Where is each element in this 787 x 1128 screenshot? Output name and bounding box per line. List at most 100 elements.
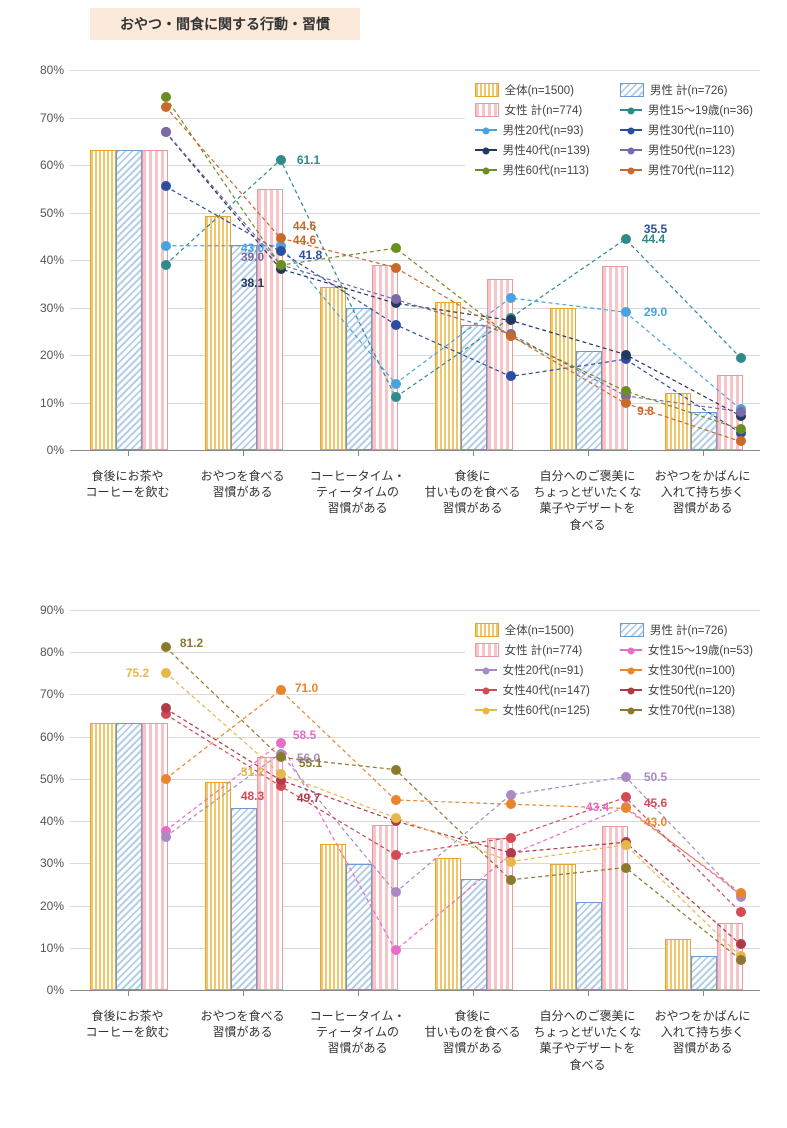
marker-f15	[276, 738, 286, 748]
bar-overall	[550, 308, 576, 450]
data-label: 50.5	[644, 770, 667, 784]
y-tick: 0%	[47, 443, 64, 457]
data-label: 41.8	[299, 248, 322, 262]
y-tick: 70%	[40, 111, 64, 125]
chart-title: おやつ・間食に関する行動・習慣	[90, 8, 360, 40]
marker-m50	[391, 294, 401, 304]
data-label: 44.6	[293, 233, 316, 247]
marker-m60	[276, 260, 286, 270]
bar-overall	[320, 844, 346, 990]
legend-item: 全体(n=1500)	[475, 82, 590, 98]
bar-overall	[320, 287, 346, 451]
marker-m70	[506, 331, 516, 341]
data-label: 44.6	[293, 219, 316, 233]
bar-female	[487, 279, 513, 450]
data-label: 38.1	[241, 276, 264, 290]
y-tick: 80%	[40, 63, 64, 77]
y-tick: 10%	[40, 396, 64, 410]
bar-overall	[665, 939, 691, 990]
data-label: 75.2	[126, 666, 149, 680]
y-tick: 40%	[40, 814, 64, 828]
marker-f20	[391, 887, 401, 897]
marker-m15	[391, 392, 401, 402]
legend-item: 男性60代(n=113)	[475, 162, 590, 178]
legend-item: 女性15～19歳(n=53)	[620, 642, 753, 658]
marker-f40	[621, 792, 631, 802]
marker-m70	[276, 233, 286, 243]
marker-f30	[161, 774, 171, 784]
legend-item: 男性70代(n=112)	[620, 162, 753, 178]
data-label: 45.6	[644, 796, 667, 810]
marker-f70	[391, 765, 401, 775]
data-label: 29.0	[644, 305, 667, 319]
x-tick: 食後にお茶やコーヒーを飲む	[70, 450, 185, 500]
bar-male	[691, 956, 717, 990]
bar-overall	[90, 150, 116, 450]
legend-item: 男性30代(n=110)	[620, 122, 753, 138]
marker-m40	[506, 315, 516, 325]
bar-female	[602, 826, 628, 990]
data-label: 61.1	[297, 153, 320, 167]
bar-male	[461, 325, 487, 450]
bar-female	[372, 265, 398, 450]
x-tick: おやつをかばんに入れて持ち歩く習慣がある	[645, 990, 760, 1057]
legend-item: 男性40代(n=139)	[475, 142, 590, 158]
marker-f30	[506, 799, 516, 809]
data-label: 81.2	[180, 636, 203, 650]
marker-m30	[276, 246, 286, 256]
marker-f50	[736, 939, 746, 949]
data-label: 9.8	[637, 404, 654, 418]
y-tick: 60%	[40, 158, 64, 172]
x-tick: コーヒータイム・ティータイムの習慣がある	[300, 990, 415, 1057]
marker-m70	[391, 263, 401, 273]
marker-f50	[161, 703, 171, 713]
marker-m15	[276, 155, 286, 165]
legend-item: 女性40代(n=147)	[475, 682, 590, 698]
bar-male	[116, 723, 142, 990]
data-label: 43.0	[644, 815, 667, 829]
marker-f20	[161, 832, 171, 842]
y-tick: 40%	[40, 253, 64, 267]
marker-m20	[506, 293, 516, 303]
marker-m60	[161, 92, 171, 102]
bar-overall	[435, 302, 461, 450]
legend-item: 女性 計(n=774)	[475, 642, 590, 658]
marker-m20	[161, 241, 171, 251]
marker-f40	[736, 907, 746, 917]
marker-f30	[391, 795, 401, 805]
marker-m30	[391, 320, 401, 330]
marker-m30	[161, 181, 171, 191]
bar-overall	[665, 393, 691, 450]
marker-f40	[391, 850, 401, 860]
legend-item: 男性 計(n=726)	[620, 622, 753, 638]
x-tick: おやつを食べる習慣がある	[185, 450, 300, 500]
y-tick: 30%	[40, 301, 64, 315]
marker-m40	[621, 350, 631, 360]
x-tick: 自分へのご褒美にちょっとぜいたくな菓子やデザートを食べる	[530, 450, 645, 533]
bar-male	[346, 308, 372, 450]
bar-female	[142, 150, 168, 450]
marker-m30	[506, 371, 516, 381]
marker-m50	[161, 127, 171, 137]
marker-m15	[736, 353, 746, 363]
marker-m70	[161, 102, 171, 112]
x-tick: おやつを食べる習慣がある	[185, 990, 300, 1040]
bar-overall	[90, 723, 116, 990]
legend-item: 女性70代(n=138)	[620, 702, 753, 718]
y-tick: 0%	[47, 983, 64, 997]
marker-f70	[161, 642, 171, 652]
marker-m70	[736, 436, 746, 446]
legend: 全体(n=1500)男性 計(n=726)女性 計(n=774)女性15～19歳…	[465, 616, 763, 724]
y-tick: 70%	[40, 687, 64, 701]
y-tick: 90%	[40, 603, 64, 617]
marker-m15	[621, 234, 631, 244]
marker-f60	[621, 840, 631, 850]
marker-m20	[391, 379, 401, 389]
bar-male	[231, 808, 257, 990]
bar-male	[116, 150, 142, 450]
legend-item: 男性50代(n=123)	[620, 142, 753, 158]
marker-f20	[621, 772, 631, 782]
marker-m20	[621, 307, 631, 317]
x-tick: 食後に甘いものを食べる習慣がある	[415, 450, 530, 517]
marker-f30	[736, 888, 746, 898]
